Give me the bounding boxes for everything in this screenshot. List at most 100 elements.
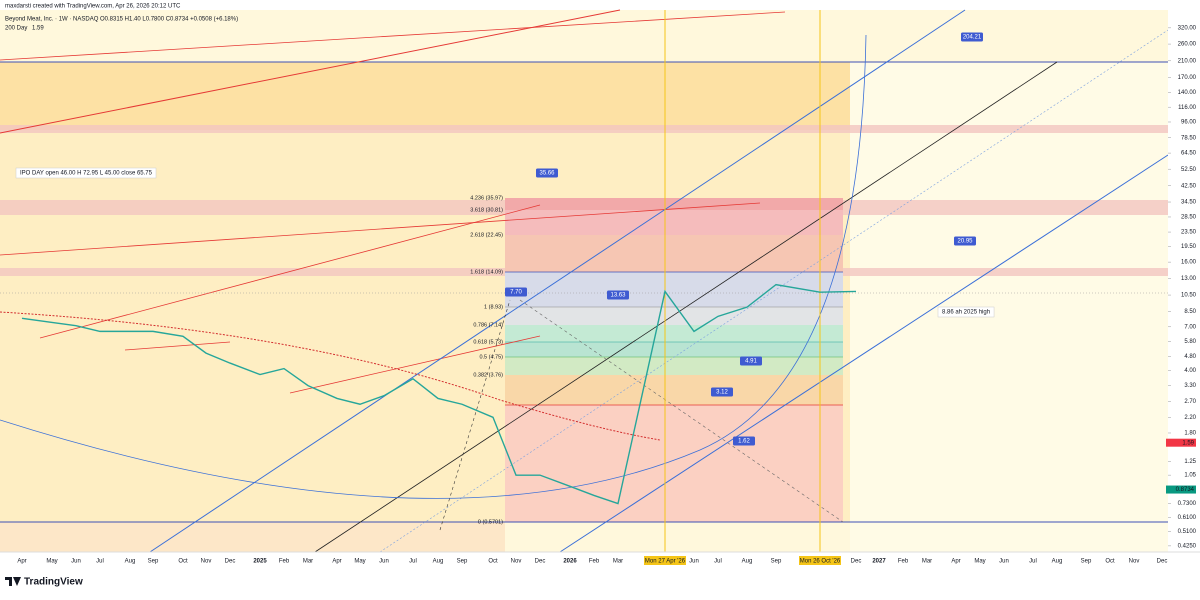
y-tick-label: 52.50: [1181, 167, 1197, 173]
price-badge: [1166, 438, 1196, 447]
y-tick-label: 0.4250: [1178, 543, 1197, 549]
callout-box: [711, 387, 733, 397]
y-tick-label: 16.00: [1181, 260, 1197, 266]
y-tick-label: 1.05: [1184, 473, 1196, 479]
x-tick-label: Jun: [689, 559, 699, 565]
x-tick-label: Dec: [535, 559, 546, 565]
x-tick-label: Aug: [433, 559, 444, 565]
x-tick-label: Jul: [1029, 559, 1037, 565]
x-tick-label: May: [974, 559, 985, 565]
y-tick-label: 1.80: [1184, 431, 1196, 437]
x-tick-label: Aug: [125, 559, 136, 565]
fib-zones: [505, 198, 843, 522]
x-tick-label: Nov: [1129, 559, 1140, 565]
price-badge-label: 0.8734: [1176, 487, 1195, 493]
x-tick-label: Feb: [898, 559, 909, 565]
x-tick-label: Feb: [589, 559, 600, 565]
y-tick-label: 320.00: [1178, 25, 1197, 31]
x-tick-label: 2027: [872, 559, 886, 565]
brand: TradingView: [24, 577, 83, 588]
x-tick-label: Jul: [409, 559, 417, 565]
y-tick-label: 116.00: [1178, 105, 1197, 111]
indicator-name: 200 Day: [5, 26, 27, 32]
attribution: maxdarsti created with TradingView.com, …: [5, 4, 181, 10]
x-tick-label: 2026: [563, 559, 577, 565]
y-tick-label: 1.25: [1184, 459, 1196, 465]
callout-box: [954, 236, 976, 246]
x-tick-label: May: [354, 559, 365, 565]
y-tick-label: 23.50: [1181, 230, 1197, 236]
y-tick-label: 170.00: [1178, 75, 1197, 81]
x-tick-label: Jun: [71, 559, 81, 565]
callout-text: 4.91: [745, 359, 757, 365]
x-tick-label: Mar: [613, 559, 623, 565]
fib-label: 1 (8.93): [484, 304, 503, 310]
y-tick-label: 5.80: [1184, 339, 1196, 345]
note: 8.86 ah 2025 high: [942, 310, 990, 316]
y-tick-label: 42.50: [1181, 183, 1197, 189]
callout-text: 3.12: [716, 390, 728, 396]
fib-label: 2.618 (22.45): [470, 232, 503, 238]
note-box: [15, 167, 157, 179]
x-tick-label: Jun: [999, 559, 1009, 565]
x-tick-label: Jul: [96, 559, 104, 565]
y-tick-label: 96.00: [1181, 120, 1197, 126]
callout-box: [536, 168, 558, 178]
x-tick-label: Oct: [1105, 559, 1115, 565]
callout-text: 204.21: [963, 35, 982, 41]
callout-box: [961, 32, 983, 42]
callout-box: [740, 356, 762, 366]
ohlc: O0.8315 H1.40 L0.7800 C0.8734 +0.0508 (+…: [100, 17, 238, 23]
note-box: [937, 306, 995, 318]
x-tick-label: Mar: [922, 559, 932, 565]
y-tick-label: 28.50: [1181, 215, 1197, 221]
y-tick-label: 0.6100: [1178, 515, 1197, 521]
callout-box: [505, 287, 527, 297]
x-tick-label: Sep: [771, 559, 782, 565]
price-badge-label: 1.59: [1182, 440, 1194, 446]
y-tick-label: 3.30: [1184, 383, 1196, 389]
y-tick-label: 2.20: [1184, 415, 1196, 421]
x-tick-label: Mon 27 Apr '26: [645, 559, 686, 565]
y-tick-label: 260.00: [1178, 42, 1197, 48]
x-tick-label: Oct: [178, 559, 188, 565]
callout-box: [733, 436, 755, 446]
date-highlight: [644, 556, 686, 565]
chart-title: Beyond Meat, Inc. · 1W · NASDAQ: [5, 17, 99, 23]
x-tick-label: Jun: [379, 559, 389, 565]
x-tick-label: Aug: [1052, 559, 1063, 565]
y-tick-label: 210.00: [1178, 58, 1197, 64]
callout-box: [607, 290, 629, 300]
x-tick-label: May: [46, 559, 57, 565]
fib-label: 0.618 (5.73): [473, 339, 503, 345]
fib-label: 0 (0.5701): [478, 519, 503, 525]
x-tick-label: Nov: [511, 559, 522, 565]
y-tick-label: 13.00: [1181, 276, 1197, 282]
price-line: [21, 283, 857, 505]
y-tick-label: 0.5100: [1178, 529, 1197, 535]
date-highlight: [799, 556, 841, 565]
x-tick-label: Mar: [303, 559, 313, 565]
y-tick-label: 4.00: [1184, 368, 1196, 374]
fib-label: 1.618 (14.09): [470, 269, 503, 275]
x-tick-label: Apr: [332, 559, 341, 565]
y-tick-label: 7.00: [1184, 324, 1196, 330]
x-tick-label: Dec: [1157, 559, 1168, 565]
x-tick-label: Nov: [201, 559, 212, 565]
x-tick-label: Apr: [951, 559, 960, 565]
x-tick-label: Jul: [714, 559, 722, 565]
y-tick-label: 64.50: [1181, 151, 1197, 157]
price-axis: [1168, 0, 1200, 568]
x-tick-label: Aug: [742, 559, 753, 565]
callout-text: 7.70: [510, 290, 522, 296]
x-tick-label: Dec: [225, 559, 236, 565]
x-tick-label: Sep: [148, 559, 159, 565]
brand-logo: TradingView: [5, 577, 83, 588]
y-tick-label: 8.50: [1184, 309, 1196, 315]
y-tick-label: 4.80: [1184, 354, 1196, 360]
y-tick-label: 2.70: [1184, 399, 1196, 405]
x-tick-label: Apr: [17, 559, 26, 565]
y-tick-label: 10.50: [1181, 293, 1197, 299]
drawings: [0, 9, 1169, 553]
callout-text: 1.62: [738, 439, 750, 445]
